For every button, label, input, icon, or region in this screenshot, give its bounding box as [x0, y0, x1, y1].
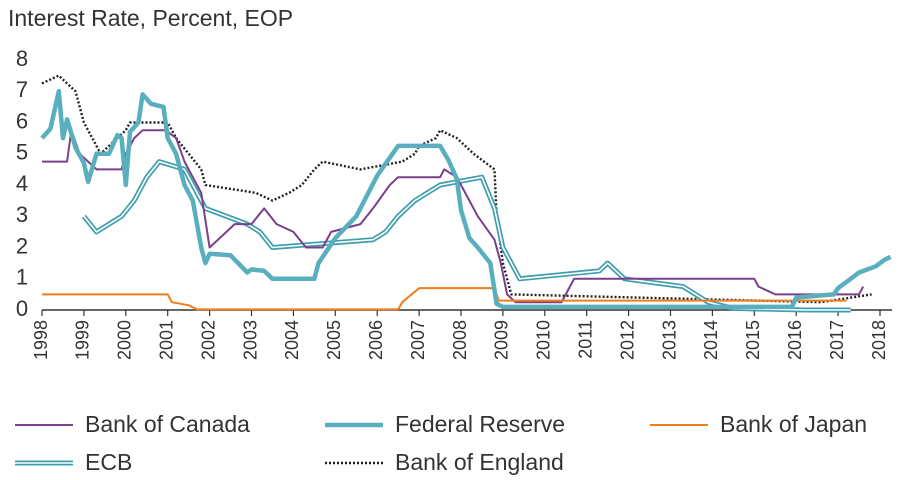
- y-tick-label: 4: [16, 171, 28, 196]
- series-line: [40, 89, 892, 310]
- x-tick-label: 2016: [785, 320, 805, 360]
- x-tick-label: 2011: [575, 320, 595, 359]
- x-tick-label: 2002: [198, 320, 218, 360]
- legend-label: Bank of England: [395, 449, 564, 475]
- y-tick-label: 8: [16, 46, 28, 71]
- y-tick-label: 5: [16, 140, 28, 165]
- x-tick-label: 2004: [282, 320, 302, 360]
- chart-title: Interest Rate, Percent, EOP: [8, 5, 293, 31]
- x-tick-label: 2010: [534, 320, 554, 360]
- x-tick-label: 2008: [450, 320, 470, 360]
- legend-label: ECB: [85, 449, 132, 475]
- y-tick-label: 7: [16, 77, 28, 102]
- x-tick-label: 2018: [869, 320, 889, 360]
- x-tick-label: 2017: [827, 320, 847, 360]
- x-tick-label: 2003: [240, 320, 260, 360]
- x-tick-label: 2000: [115, 320, 135, 360]
- x-tick-label: 2005: [324, 320, 344, 360]
- x-tick-label: 2006: [366, 320, 386, 360]
- x-tick-label: 2012: [617, 320, 637, 360]
- y-tick-label: 3: [16, 202, 28, 227]
- x-tick-label: 2009: [492, 320, 512, 360]
- x-tick-label: 2007: [408, 320, 428, 360]
- series-line: [42, 129, 865, 304]
- legend-label: Federal Reserve: [395, 411, 565, 437]
- y-tick-label: 1: [16, 265, 28, 290]
- y-tick-label: 0: [16, 296, 28, 321]
- x-tick-label: 2015: [743, 320, 763, 360]
- x-tick-label: 1998: [31, 320, 51, 360]
- y-tick-label: 6: [16, 108, 28, 133]
- legend-label: Bank of Japan: [720, 411, 867, 437]
- x-tick-label: 2001: [156, 320, 176, 360]
- x-tick-label: 2014: [701, 320, 721, 360]
- x-tick-label: 2013: [659, 320, 679, 360]
- legend-label: Bank of Canada: [85, 411, 250, 437]
- x-tick-label: 1999: [73, 320, 93, 360]
- y-tick-label: 2: [16, 233, 28, 258]
